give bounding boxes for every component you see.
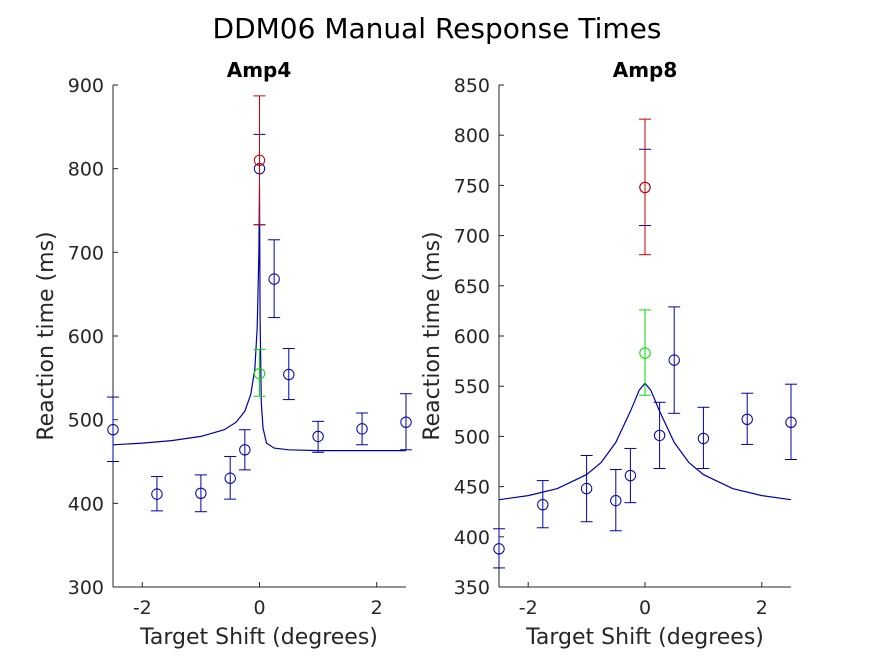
y-axis-label: Reaction time (ms) — [420, 231, 445, 440]
y-tick-label: 300 — [68, 577, 104, 599]
x-tick-label: 0 — [639, 597, 651, 619]
marker-circle — [239, 444, 251, 456]
data-point-blue — [653, 401, 666, 470]
marker-circle — [253, 367, 266, 380]
data-point-blue — [536, 480, 549, 529]
x-axis-label: Target Shift (degrees) — [139, 625, 378, 650]
marker-circle — [253, 154, 266, 167]
marker-circle — [537, 498, 549, 511]
marker-circle — [624, 469, 637, 482]
data-point-red — [253, 95, 266, 226]
y-tick-label: 800 — [68, 159, 104, 181]
data-point-blue — [312, 420, 325, 453]
marker-circle — [151, 488, 163, 500]
y-tick-label: 550 — [454, 376, 490, 398]
data-point-red — [639, 118, 651, 256]
marker-circle — [493, 543, 505, 555]
x-tick-label: 2 — [756, 597, 768, 619]
y-tick-label: 900 — [68, 75, 104, 97]
chart-title: Amp4 — [227, 58, 292, 82]
data-point-blue — [268, 239, 281, 319]
marker-circle — [283, 368, 295, 381]
y-tick-label: 500 — [454, 426, 490, 448]
y-tick-label: 600 — [68, 326, 104, 348]
chart-title: Amp8 — [613, 58, 678, 82]
data-point-blue — [224, 455, 237, 500]
y-tick-label: 500 — [68, 410, 104, 432]
data-point-blue — [624, 447, 637, 504]
marker-circle — [224, 472, 236, 484]
y-tick-label: 450 — [454, 477, 490, 499]
data-point-blue — [580, 454, 593, 523]
data-point-blue — [697, 406, 710, 470]
fit-curve — [112, 185, 406, 452]
marker-circle — [741, 413, 753, 426]
y-tick-label: 650 — [454, 276, 490, 298]
marker-circle — [639, 181, 651, 194]
figure-title: DDM06 Manual Response Times — [213, 12, 662, 45]
x-tick-label: 2 — [371, 597, 383, 619]
marker-circle — [697, 432, 710, 445]
y-axis-label: Reaction time (ms) — [34, 231, 59, 440]
chart-amp4: Amp4 300 400 500 600 700 800 900 -2 0 2 Target Sh… — [34, 58, 412, 650]
data-point-blue — [741, 392, 754, 445]
data-point-blue — [194, 474, 207, 513]
data-point-blue — [493, 528, 505, 569]
data-point-green — [639, 309, 651, 396]
y-tick-label: 700 — [454, 226, 490, 248]
y-tick-label: 600 — [454, 326, 490, 348]
y-tick-label: 400 — [454, 527, 490, 549]
x-tick-label: 0 — [253, 597, 265, 619]
y-tick-label: 350 — [454, 577, 490, 599]
marker-circle — [400, 416, 412, 428]
marker-circle — [268, 273, 280, 285]
data-point-blue — [668, 306, 681, 414]
data-point-green — [253, 348, 266, 397]
data-point-blue — [150, 476, 163, 512]
marker-circle — [639, 347, 651, 359]
marker-circle — [668, 354, 680, 366]
marker-circle — [580, 482, 593, 495]
marker-circle — [653, 429, 666, 442]
y-tick-label: 850 — [454, 75, 490, 97]
data-point-blue — [609, 469, 622, 532]
y-tick-label: 800 — [454, 125, 490, 147]
y-tick-label: 750 — [454, 175, 490, 197]
chart-amp8: Amp8 350 400 450 500 550 600 650 700 750 800 850 -2… — [420, 58, 797, 650]
data-point-blue — [282, 348, 295, 401]
marker-circle — [312, 430, 324, 443]
marker-circle — [610, 494, 622, 507]
data-point-blue — [356, 412, 369, 446]
marker-circle — [195, 487, 207, 499]
marker-circle — [107, 424, 119, 436]
x-tick-label: -2 — [519, 597, 538, 619]
marker-circle — [785, 416, 797, 429]
y-tick-label: 700 — [68, 242, 104, 264]
data-point-blue — [400, 393, 412, 451]
y-tick-label: 400 — [68, 493, 104, 515]
data-point-blue — [238, 429, 251, 471]
x-axis-label: Target Shift (degrees) — [525, 625, 764, 650]
data-point-blue — [785, 383, 797, 460]
x-tick-label: -2 — [133, 597, 152, 619]
marker-circle — [356, 423, 368, 435]
data-point-blue — [107, 396, 119, 462]
